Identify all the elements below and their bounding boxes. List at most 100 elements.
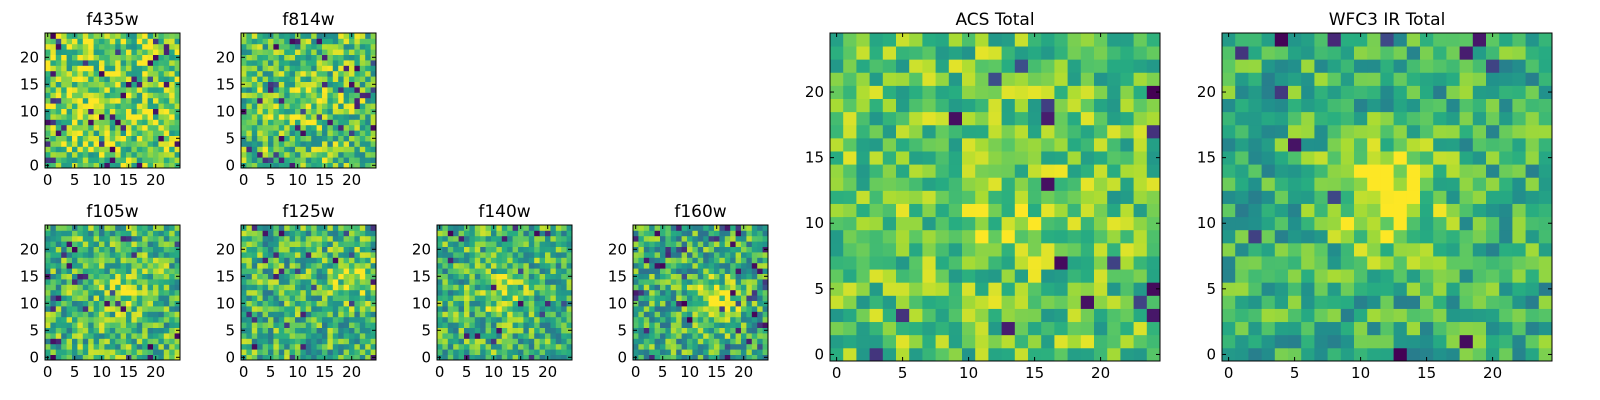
heatmap-cell [93, 327, 100, 334]
heatmap-cell [670, 311, 677, 318]
heatmap-cell [163, 43, 170, 50]
heatmap-cell [72, 141, 78, 147]
heatmap-cell [1107, 216, 1121, 231]
heatmap-cell [273, 124, 280, 131]
heatmap-cell [338, 103, 344, 109]
heatmap-cell [343, 268, 350, 274]
heatmap-cell [370, 157, 377, 163]
heatmap-cell [365, 157, 371, 163]
heatmap-cell [153, 235, 159, 242]
heatmap-cell [153, 76, 159, 82]
heatmap-cell [1028, 33, 1042, 47]
heatmap-cell [561, 289, 567, 296]
heatmap-cell [305, 300, 312, 307]
heatmap-cell [359, 87, 366, 93]
heatmap-cell [566, 343, 573, 350]
heatmap-cell [77, 65, 84, 72]
heatmap-cell [561, 246, 567, 253]
heatmap-cell [741, 327, 747, 334]
heatmap-cell [126, 103, 132, 109]
heatmap-cell [88, 262, 94, 269]
heatmap-cell [539, 235, 546, 242]
heatmap-cell [550, 327, 557, 334]
heatmap-cell [1054, 137, 1068, 152]
heatmap-cell [131, 119, 138, 126]
heatmap-cell [469, 279, 476, 285]
heatmap-cell [246, 103, 253, 109]
heatmap-cell [50, 38, 57, 45]
heatmap-cell [257, 279, 263, 285]
heatmap-cell [136, 349, 143, 355]
heatmap-cell [153, 257, 159, 264]
heatmap-cell [708, 289, 715, 296]
heatmap-cell [751, 273, 758, 280]
heatmap-cell [703, 257, 709, 264]
heatmap-cell [257, 114, 263, 120]
heatmap-cell [830, 242, 844, 257]
heatmap-cell [66, 300, 73, 307]
heatmap-cell [273, 162, 280, 169]
x-tick-label: 0 [435, 363, 445, 381]
heatmap-cell [534, 343, 540, 350]
heatmap-cell [82, 284, 89, 291]
heatmap-cell [284, 241, 290, 247]
heatmap-cell [660, 262, 666, 269]
heatmap-cell [311, 322, 317, 328]
heatmap-cell [354, 257, 361, 264]
heatmap-cell [948, 137, 963, 152]
heatmap-cell [523, 300, 530, 307]
heatmap-cell [169, 60, 175, 66]
heatmap-cell [501, 306, 508, 312]
heatmap-cell [1393, 308, 1408, 323]
heatmap-cell [654, 241, 661, 247]
heatmap-cell [1459, 295, 1474, 309]
heatmap-cell [1222, 347, 1236, 362]
heatmap-cell [762, 252, 769, 258]
heatmap-cell [115, 162, 121, 169]
heatmap-cell [1146, 137, 1161, 152]
heatmap-cell [534, 246, 540, 253]
heatmap-cell [539, 349, 546, 355]
heatmap-cell [480, 284, 486, 291]
heatmap-cell [343, 87, 350, 93]
heatmap-cell [665, 316, 672, 323]
heatmap-cell [55, 322, 62, 328]
heatmap-cell [311, 273, 317, 280]
heatmap-cell [295, 273, 301, 280]
heatmap-cell [453, 306, 459, 312]
heatmap-cell [437, 311, 443, 318]
heatmap-cell [72, 241, 78, 247]
heatmap-cell [349, 289, 355, 296]
heatmap-cell [922, 242, 936, 257]
heatmap-cell [1340, 190, 1355, 204]
heatmap-cell [714, 246, 720, 253]
x-tick-label: 0 [43, 363, 53, 381]
heatmap-cell [66, 146, 73, 153]
heatmap-cell [962, 256, 976, 270]
heatmap-cell [458, 338, 465, 345]
heatmap-cell [762, 262, 769, 269]
heatmap-cell [322, 81, 328, 88]
heatmap-cell [458, 246, 465, 253]
heatmap-cell [359, 119, 366, 126]
heatmap-cell [332, 279, 339, 285]
heatmap-cell [50, 289, 57, 296]
heatmap-cell [566, 230, 573, 237]
heatmap-cell [278, 338, 285, 345]
heatmap-cell [948, 334, 963, 349]
heatmap-cell [491, 289, 497, 296]
heatmap-cell [120, 354, 127, 361]
heatmap-cell [566, 333, 573, 339]
heatmap-cell [523, 273, 530, 280]
heatmap-cell [77, 43, 84, 50]
heatmap-cell [1340, 164, 1355, 178]
heatmap-cell [72, 322, 78, 328]
heatmap-cell [66, 273, 73, 280]
heatmap-cell [670, 333, 677, 339]
heatmap-cell [856, 164, 870, 178]
heatmap-cell [278, 114, 285, 120]
heatmap-cell [458, 349, 465, 355]
heatmap-cell [501, 338, 508, 345]
heatmap-cell [453, 241, 459, 247]
